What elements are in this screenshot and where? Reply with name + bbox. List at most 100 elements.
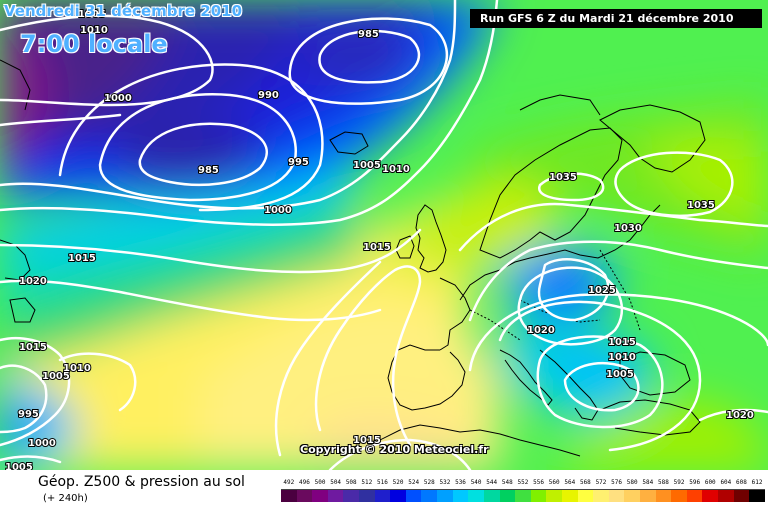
legend-value: 496 <box>298 479 310 486</box>
legend-value: 612 <box>751 479 763 486</box>
legend-swatch <box>593 490 609 502</box>
legend-value: 584 <box>642 479 654 486</box>
forecast-lead-time: (+ 240h) <box>43 493 88 504</box>
isobar-label: 1010 <box>63 363 91 374</box>
legend-value: 512 <box>361 479 373 486</box>
legend-swatch <box>718 490 734 502</box>
legend-swatch <box>468 490 484 502</box>
geopotential-map: 1005 1010 985 1000 990 985 995 1005 1010… <box>0 0 768 470</box>
legend-swatch <box>405 490 422 502</box>
isobar-label: 1020 <box>527 325 555 336</box>
legend-value: 588 <box>658 479 669 486</box>
isobar-label: 1020 <box>19 276 47 287</box>
legend-swatch <box>296 490 313 502</box>
isobar-label: 1000 <box>264 205 292 216</box>
legend-swatch <box>702 490 719 502</box>
legend-swatch <box>624 490 641 502</box>
legend-value: 504 <box>330 479 342 486</box>
isobar-label: 1015 <box>19 342 47 353</box>
legend-swatch <box>374 490 391 502</box>
isobar-label: 1005 <box>606 369 634 380</box>
legend-value: 592 <box>673 479 685 486</box>
legend-swatch <box>452 490 469 502</box>
isobar-label: 1010 <box>80 25 108 36</box>
coastlines <box>0 59 706 457</box>
z500-shading <box>0 0 768 470</box>
legend-value: 492 <box>283 479 295 486</box>
legend-swatch <box>577 490 594 502</box>
legend-value: 556 <box>533 479 544 486</box>
model-run-label: Run GFS 6 Z du Mardi 21 décembre 2010 <box>470 9 762 28</box>
legend-swatches <box>281 489 765 502</box>
legend-value: 552 <box>517 479 529 486</box>
legend-value: 604 <box>720 479 732 486</box>
isobar-label: 1015 <box>353 435 381 446</box>
legend-value: 524 <box>408 479 420 486</box>
isobar-label: 995 <box>288 157 309 168</box>
legend-value: 500 <box>314 479 326 486</box>
legend-value: 568 <box>579 479 591 486</box>
map-canvas: 1005 1010 985 1000 990 985 995 1005 1010… <box>0 0 768 470</box>
legend-value: 548 <box>501 479 513 486</box>
isobar-label: 1010 <box>608 352 636 363</box>
legend-value: 576 <box>611 479 623 486</box>
map-title: Géop. Z500 & pression au sol <box>38 474 245 490</box>
legend-swatch <box>327 490 344 502</box>
legend-swatch <box>281 490 297 502</box>
legend-value: 516 <box>377 479 388 486</box>
isobar-label: 1015 <box>608 337 636 348</box>
legend-swatch <box>561 490 578 502</box>
isobar-label: 1005 <box>78 9 106 20</box>
copyright-notice: Copyright © 2010 Meteociel.fr <box>300 443 489 456</box>
legend-swatch <box>421 490 438 502</box>
isobar-label: 1035 <box>549 172 577 183</box>
isobar-label: 985 <box>198 165 219 176</box>
forecast-date: Vendredi 31 décembre 2010 <box>4 2 243 20</box>
isobar-label: 985 <box>358 29 379 40</box>
isobar-label: 1005 <box>42 371 70 382</box>
isobar-label: 1025 <box>588 285 616 296</box>
legend-value: 560 <box>548 479 560 486</box>
color-scale-legend: 492 496 500 504 508 512 516 520 524 528 532 536 540 5… <box>281 478 765 502</box>
isobar-labels: 1005 1010 985 1000 990 985 995 1005 1010… <box>4 8 755 470</box>
legend-swatch <box>530 490 547 502</box>
legend-labels: 492 496 500 504 508 512 516 520 524 528 532 536 540 5… <box>281 478 765 488</box>
legend-swatch <box>686 490 703 502</box>
legend-swatch <box>437 490 453 502</box>
isobar-label: 1010 <box>382 164 410 175</box>
legend-swatch <box>671 490 687 502</box>
legend-swatch <box>546 490 562 502</box>
isobar-label: 995 <box>18 409 39 420</box>
legend-swatch <box>483 490 500 502</box>
legend-value: 532 <box>439 479 451 486</box>
legend-value: 608 <box>736 479 747 486</box>
legend-value: 572 <box>595 479 607 486</box>
legend-swatch <box>733 490 750 502</box>
isobar-label: 990 <box>258 90 279 101</box>
legend-value: 564 <box>564 479 576 486</box>
legend-swatch <box>655 490 672 502</box>
legend-value: 596 <box>689 479 701 486</box>
isobar-label: 1005 <box>353 160 381 171</box>
isobars <box>0 0 768 470</box>
legend-swatch <box>640 490 656 502</box>
isobar-label: 1000 <box>104 93 132 104</box>
legend-value: 528 <box>423 479 435 486</box>
legend-value: 540 <box>470 479 482 486</box>
legend-swatch <box>343 490 360 502</box>
legend-swatch <box>608 490 625 502</box>
legend-value: 544 <box>486 479 498 486</box>
legend-value: 580 <box>626 479 638 486</box>
legend-swatch <box>499 490 516 502</box>
isobar-label: 1020 <box>726 410 754 421</box>
legend-value: 520 <box>392 479 404 486</box>
isobar-label: 1030 <box>614 223 642 234</box>
legend-swatch <box>390 490 406 502</box>
isobar-label: 1035 <box>687 200 715 211</box>
legend-swatch <box>749 490 765 502</box>
legend-swatch <box>515 490 531 502</box>
legend-value: 508 <box>345 479 357 486</box>
legend-swatch <box>359 490 375 502</box>
isobar-label: 1005 <box>5 462 33 470</box>
